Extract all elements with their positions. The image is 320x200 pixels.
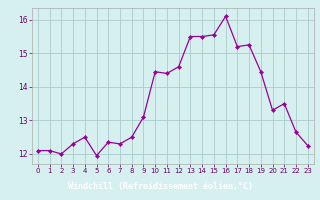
Text: Windchill (Refroidissement éolien,°C): Windchill (Refroidissement éolien,°C) (68, 182, 252, 191)
